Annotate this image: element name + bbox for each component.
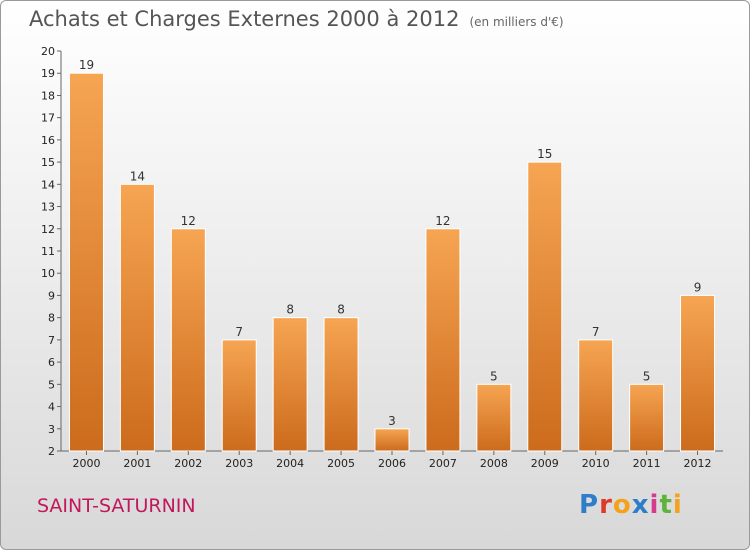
- y-tick-label: 14: [41, 178, 55, 191]
- proxiti-logo: Proxiti: [579, 490, 683, 520]
- x-tick-label: 2011: [633, 457, 661, 470]
- y-tick-label: 12: [41, 223, 55, 236]
- y-tick-label: 6: [48, 356, 55, 369]
- bars: [68, 72, 716, 452]
- bar: [221, 339, 257, 452]
- data-label: 9: [694, 280, 702, 294]
- y-tick-label: 17: [41, 112, 55, 125]
- logo-letter: o: [612, 490, 632, 520]
- chart-title-text: Achats et Charges Externes 2000 à 2012: [29, 7, 460, 31]
- x-tick-label: 2004: [276, 457, 304, 470]
- data-label: 5: [490, 369, 498, 383]
- y-tick-label: 13: [41, 201, 55, 214]
- logo-letter: P: [579, 490, 600, 520]
- y-tick-label: 4: [48, 401, 55, 414]
- data-label: 8: [286, 303, 294, 317]
- data-label: 5: [643, 369, 651, 383]
- y-tick-label: 15: [41, 156, 55, 169]
- y-tick-label: 2: [48, 445, 55, 458]
- bar: [425, 228, 461, 452]
- y-tick-label: 11: [41, 245, 55, 258]
- x-tick-label: 2010: [582, 457, 610, 470]
- data-labels: 19 14 12 7 8 8 3 12 5 15 7 5 9: [79, 58, 702, 428]
- bar: [272, 317, 308, 452]
- logo-letter: i: [672, 490, 683, 520]
- x-tick-label: 2012: [684, 457, 712, 470]
- y-tick-label: 3: [48, 423, 55, 436]
- bar: [578, 339, 614, 452]
- data-label: 7: [592, 325, 600, 339]
- y-tick-label: 10: [41, 267, 55, 280]
- data-label: 12: [435, 214, 450, 228]
- bar: [680, 294, 716, 452]
- logo-letter: t: [659, 490, 673, 520]
- x-tick-label: 2003: [225, 457, 253, 470]
- y-tick-label: 16: [41, 134, 55, 147]
- bar: [527, 161, 563, 452]
- y-tick-label: 18: [41, 89, 55, 102]
- y-tick-label: 8: [48, 312, 55, 325]
- bar: [323, 317, 359, 452]
- logo-letter: i: [649, 490, 660, 520]
- chart-title: Achats et Charges Externes 2000 à 2012 (e…: [29, 7, 564, 31]
- logo-letter: x: [631, 490, 650, 520]
- x-tick-label: 2007: [429, 457, 457, 470]
- bar: [629, 383, 665, 452]
- y-tick-label: 19: [41, 67, 55, 80]
- bar: [170, 228, 206, 452]
- y-tick-label: 5: [48, 378, 55, 391]
- y-tick-label: 9: [48, 289, 55, 302]
- x-tick-label: 2002: [174, 457, 202, 470]
- data-label: 8: [337, 303, 345, 317]
- x-tick-label: 2009: [531, 457, 559, 470]
- data-label: 14: [130, 169, 145, 183]
- x-axis-ticks: 2000 2001 2002 2003 2004 2005 2006 2007 2008 2009…: [72, 451, 712, 470]
- axes: [60, 51, 723, 452]
- bar: [119, 183, 155, 452]
- x-tick-label: 2006: [378, 457, 406, 470]
- bar: [68, 72, 104, 452]
- y-tick-label: 20: [41, 45, 55, 58]
- x-tick-label: 2005: [327, 457, 355, 470]
- y-tick-label: 7: [48, 334, 55, 347]
- logo-letter: r: [599, 490, 613, 520]
- data-label: 7: [235, 325, 243, 339]
- bar: [374, 428, 410, 452]
- data-label: 12: [181, 214, 196, 228]
- town-name: SAINT-SATURNIN: [37, 495, 196, 517]
- chart-unit: (en milliers d'€): [469, 15, 564, 29]
- x-tick-label: 2001: [123, 457, 151, 470]
- data-label: 19: [79, 58, 94, 72]
- data-label: 15: [537, 147, 552, 161]
- data-label: 3: [388, 414, 396, 428]
- bar: [476, 383, 512, 452]
- x-tick-label: 2008: [480, 457, 508, 470]
- y-axis-ticks: 2 3 4 5 6 7 8 9 10 11 12 13 14 15 16 17 18 19 20: [41, 45, 61, 458]
- x-tick-label: 2000: [72, 457, 100, 470]
